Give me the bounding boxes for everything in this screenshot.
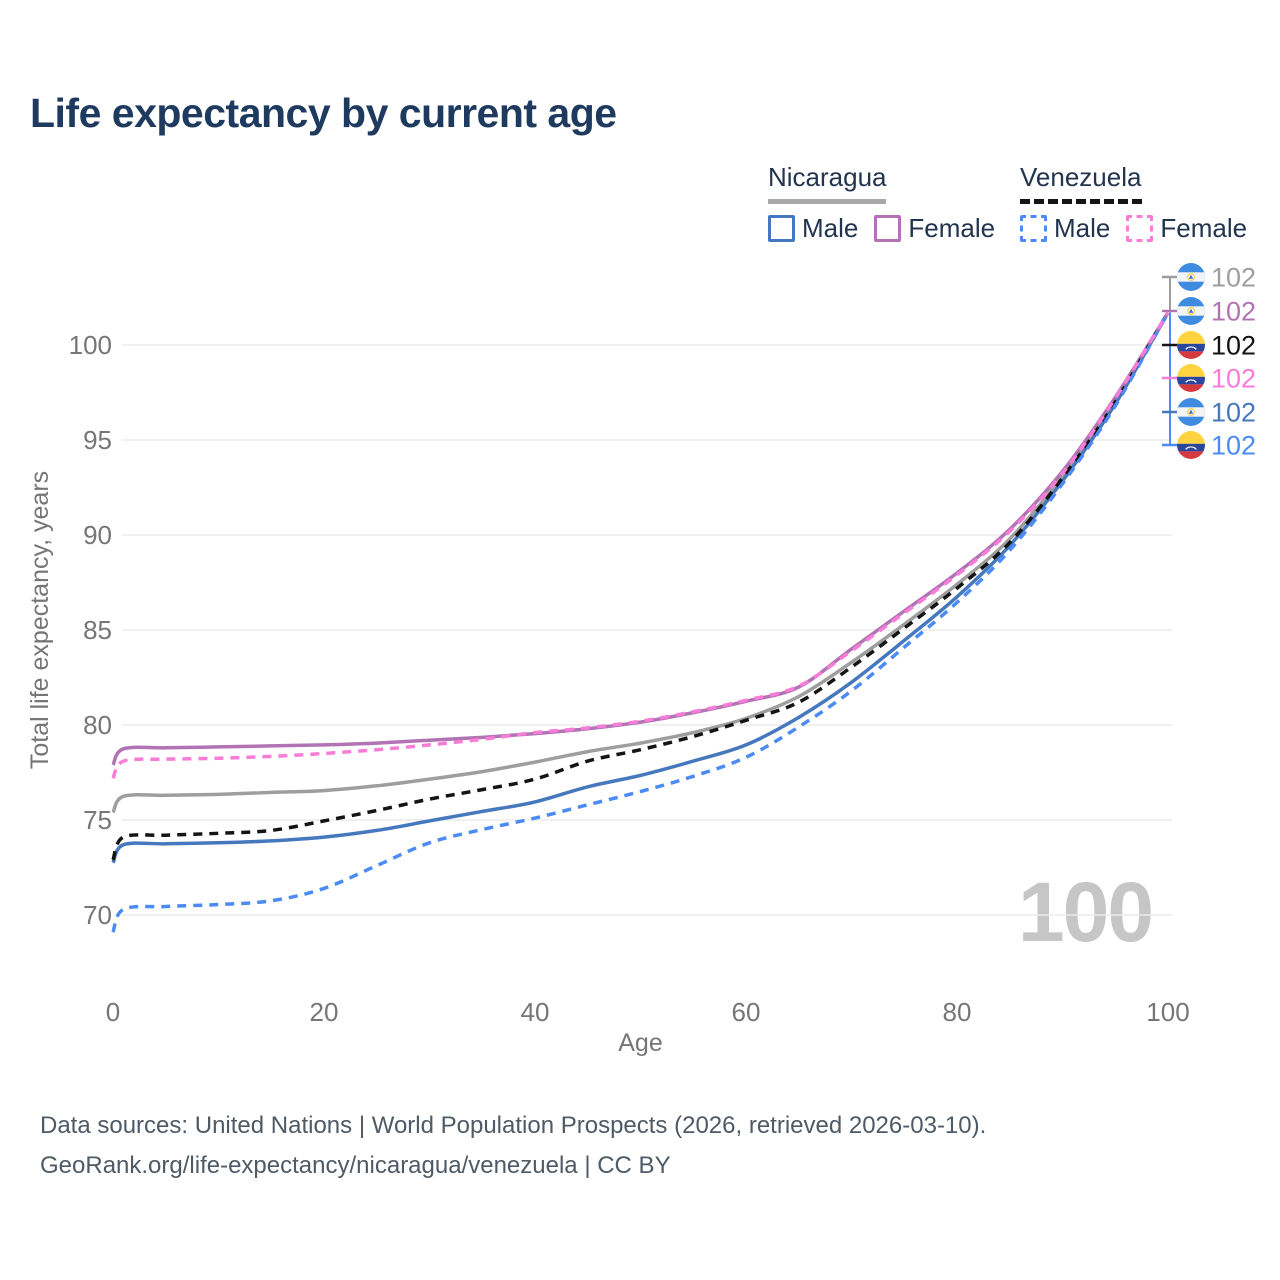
series-line-venezuela-female[interactable]	[111, 311, 1170, 780]
series-line-venezuela-total[interactable]	[111, 311, 1170, 861]
x-tick-label: 60	[732, 997, 761, 1027]
nicaragua-flag-icon	[1177, 398, 1205, 426]
legend-item-venezuela-male[interactable]: Male	[1020, 213, 1110, 244]
series-line-nicaragua-total[interactable]	[111, 311, 1170, 814]
x-tick-label: 80	[943, 997, 972, 1027]
end-value-label-nicaragua-female: 102	[1211, 297, 1256, 327]
y-tick-label: 95	[83, 425, 112, 455]
x-tick-label: 0	[106, 997, 120, 1027]
footer-line-sources: Data sources: United Nations | World Pop…	[40, 1112, 987, 1139]
data-source-footer: Data sources: United Nations | World Pop…	[40, 1106, 986, 1186]
venezuela-dashed-line-sample	[1020, 199, 1142, 204]
end-value-label-nicaragua-total: 102	[1211, 263, 1256, 293]
x-tick-label: 40	[521, 997, 550, 1027]
age-watermark: 100	[1018, 865, 1152, 959]
y-tick-label: 70	[83, 900, 112, 930]
nicaragua-solid-line-sample	[768, 199, 886, 204]
end-value-label-venezuela-female: 102	[1211, 364, 1256, 394]
legend-group-nicaragua: Nicaragua Male Female	[768, 162, 1011, 244]
y-axis-title: Total life expectancy, years	[26, 471, 54, 769]
nicaragua-male-checkbox-icon[interactable]	[768, 215, 795, 242]
y-tick-label: 90	[83, 520, 112, 550]
legend-item-nicaragua-male[interactable]: Male	[768, 213, 858, 244]
x-tick-label: 20	[310, 997, 339, 1027]
nicaragua-female-checkbox-icon[interactable]	[874, 215, 902, 242]
venezuela-female-checkbox-icon[interactable]	[1126, 215, 1154, 242]
series-line-venezuela-male[interactable]	[111, 311, 1170, 933]
page-title: Life expectancy by current age	[30, 90, 617, 136]
y-tick-label: 100	[69, 330, 112, 360]
legend-item-venezuela-female[interactable]: Female	[1126, 213, 1247, 244]
series-line-nicaragua-male[interactable]	[111, 311, 1170, 864]
nicaragua-flag-icon	[1177, 263, 1205, 291]
legend-country-label: Venezuela	[1020, 162, 1142, 192]
footer-line-attribution: GeoRank.org/life-expectancy/nicaragua/ve…	[40, 1152, 671, 1179]
legend-item-nicaragua-female[interactable]: Female	[874, 213, 995, 244]
y-tick-label: 80	[83, 710, 112, 740]
chart-legend: Nicaragua Male Female Venezuela	[0, 162, 1280, 244]
x-axis-title: Age	[618, 1029, 662, 1057]
nicaragua-flag-icon	[1177, 297, 1205, 325]
legend-item-label: Female	[1160, 213, 1248, 243]
legend-country-nicaragua: Nicaragua	[768, 162, 1011, 204]
venezuela-flag-icon	[1177, 431, 1205, 459]
legend-country-venezuela: Venezuela	[1020, 162, 1263, 204]
legend-group-venezuela: Venezuela Male Female	[1020, 162, 1263, 244]
end-value-label-venezuela-male: 102	[1211, 431, 1256, 461]
legend-country-label: Nicaragua	[768, 162, 887, 192]
legend-item-label: Male	[1054, 213, 1111, 243]
y-tick-label: 75	[83, 805, 112, 835]
end-value-label-nicaragua-male: 102	[1211, 398, 1256, 428]
venezuela-male-checkbox-icon[interactable]	[1020, 215, 1047, 242]
venezuela-flag-icon	[1177, 331, 1205, 359]
end-value-label-venezuela-total: 102	[1211, 331, 1256, 361]
x-tick-label: 100	[1146, 997, 1189, 1027]
legend-item-label: Female	[908, 213, 996, 243]
venezuela-flag-icon	[1177, 364, 1205, 392]
legend-item-label: Male	[802, 213, 859, 243]
y-tick-label: 85	[83, 615, 112, 645]
